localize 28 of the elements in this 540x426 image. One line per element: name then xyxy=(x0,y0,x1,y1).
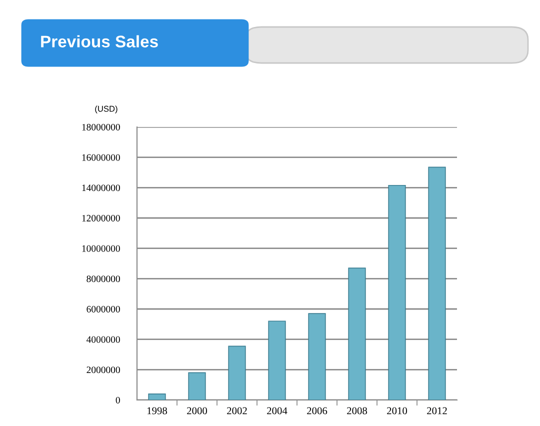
y-tick-label: 10000000 xyxy=(82,245,120,252)
y-tick-label: 14000000 xyxy=(82,184,120,192)
bar xyxy=(228,346,246,400)
x-tick-label: 1998 xyxy=(148,407,168,414)
bar xyxy=(148,394,166,400)
bar xyxy=(348,268,366,400)
bar xyxy=(188,372,206,400)
y-tick-label: 4000000 xyxy=(86,336,120,343)
y-tick-label: 12000000 xyxy=(82,214,120,222)
bar xyxy=(268,320,286,400)
x-tick-label: 2008 xyxy=(347,407,368,414)
y-tick-label: 16000000 xyxy=(82,154,120,161)
x-tick-label: 2012 xyxy=(427,407,447,414)
y-tick-label: 8000000 xyxy=(86,276,120,282)
y-axis-title: (USD) xyxy=(95,106,118,114)
bar xyxy=(428,166,446,400)
x-tick-label: 2004 xyxy=(267,407,288,414)
bar xyxy=(308,313,326,400)
chart-title: Previous Sales xyxy=(41,35,158,48)
x-tick-label: 2002 xyxy=(227,407,247,414)
x-tick-label: 2000 xyxy=(187,407,208,414)
x-tick-label: 2006 xyxy=(307,407,328,414)
y-tick-label: 2000000 xyxy=(86,366,120,374)
y-tick-label: 0 xyxy=(116,396,120,404)
y-tick-label: 6000000 xyxy=(86,306,120,312)
y-tick-label: 18000000 xyxy=(82,124,120,130)
bar xyxy=(388,184,406,400)
x-tick-label: 2010 xyxy=(387,407,408,414)
